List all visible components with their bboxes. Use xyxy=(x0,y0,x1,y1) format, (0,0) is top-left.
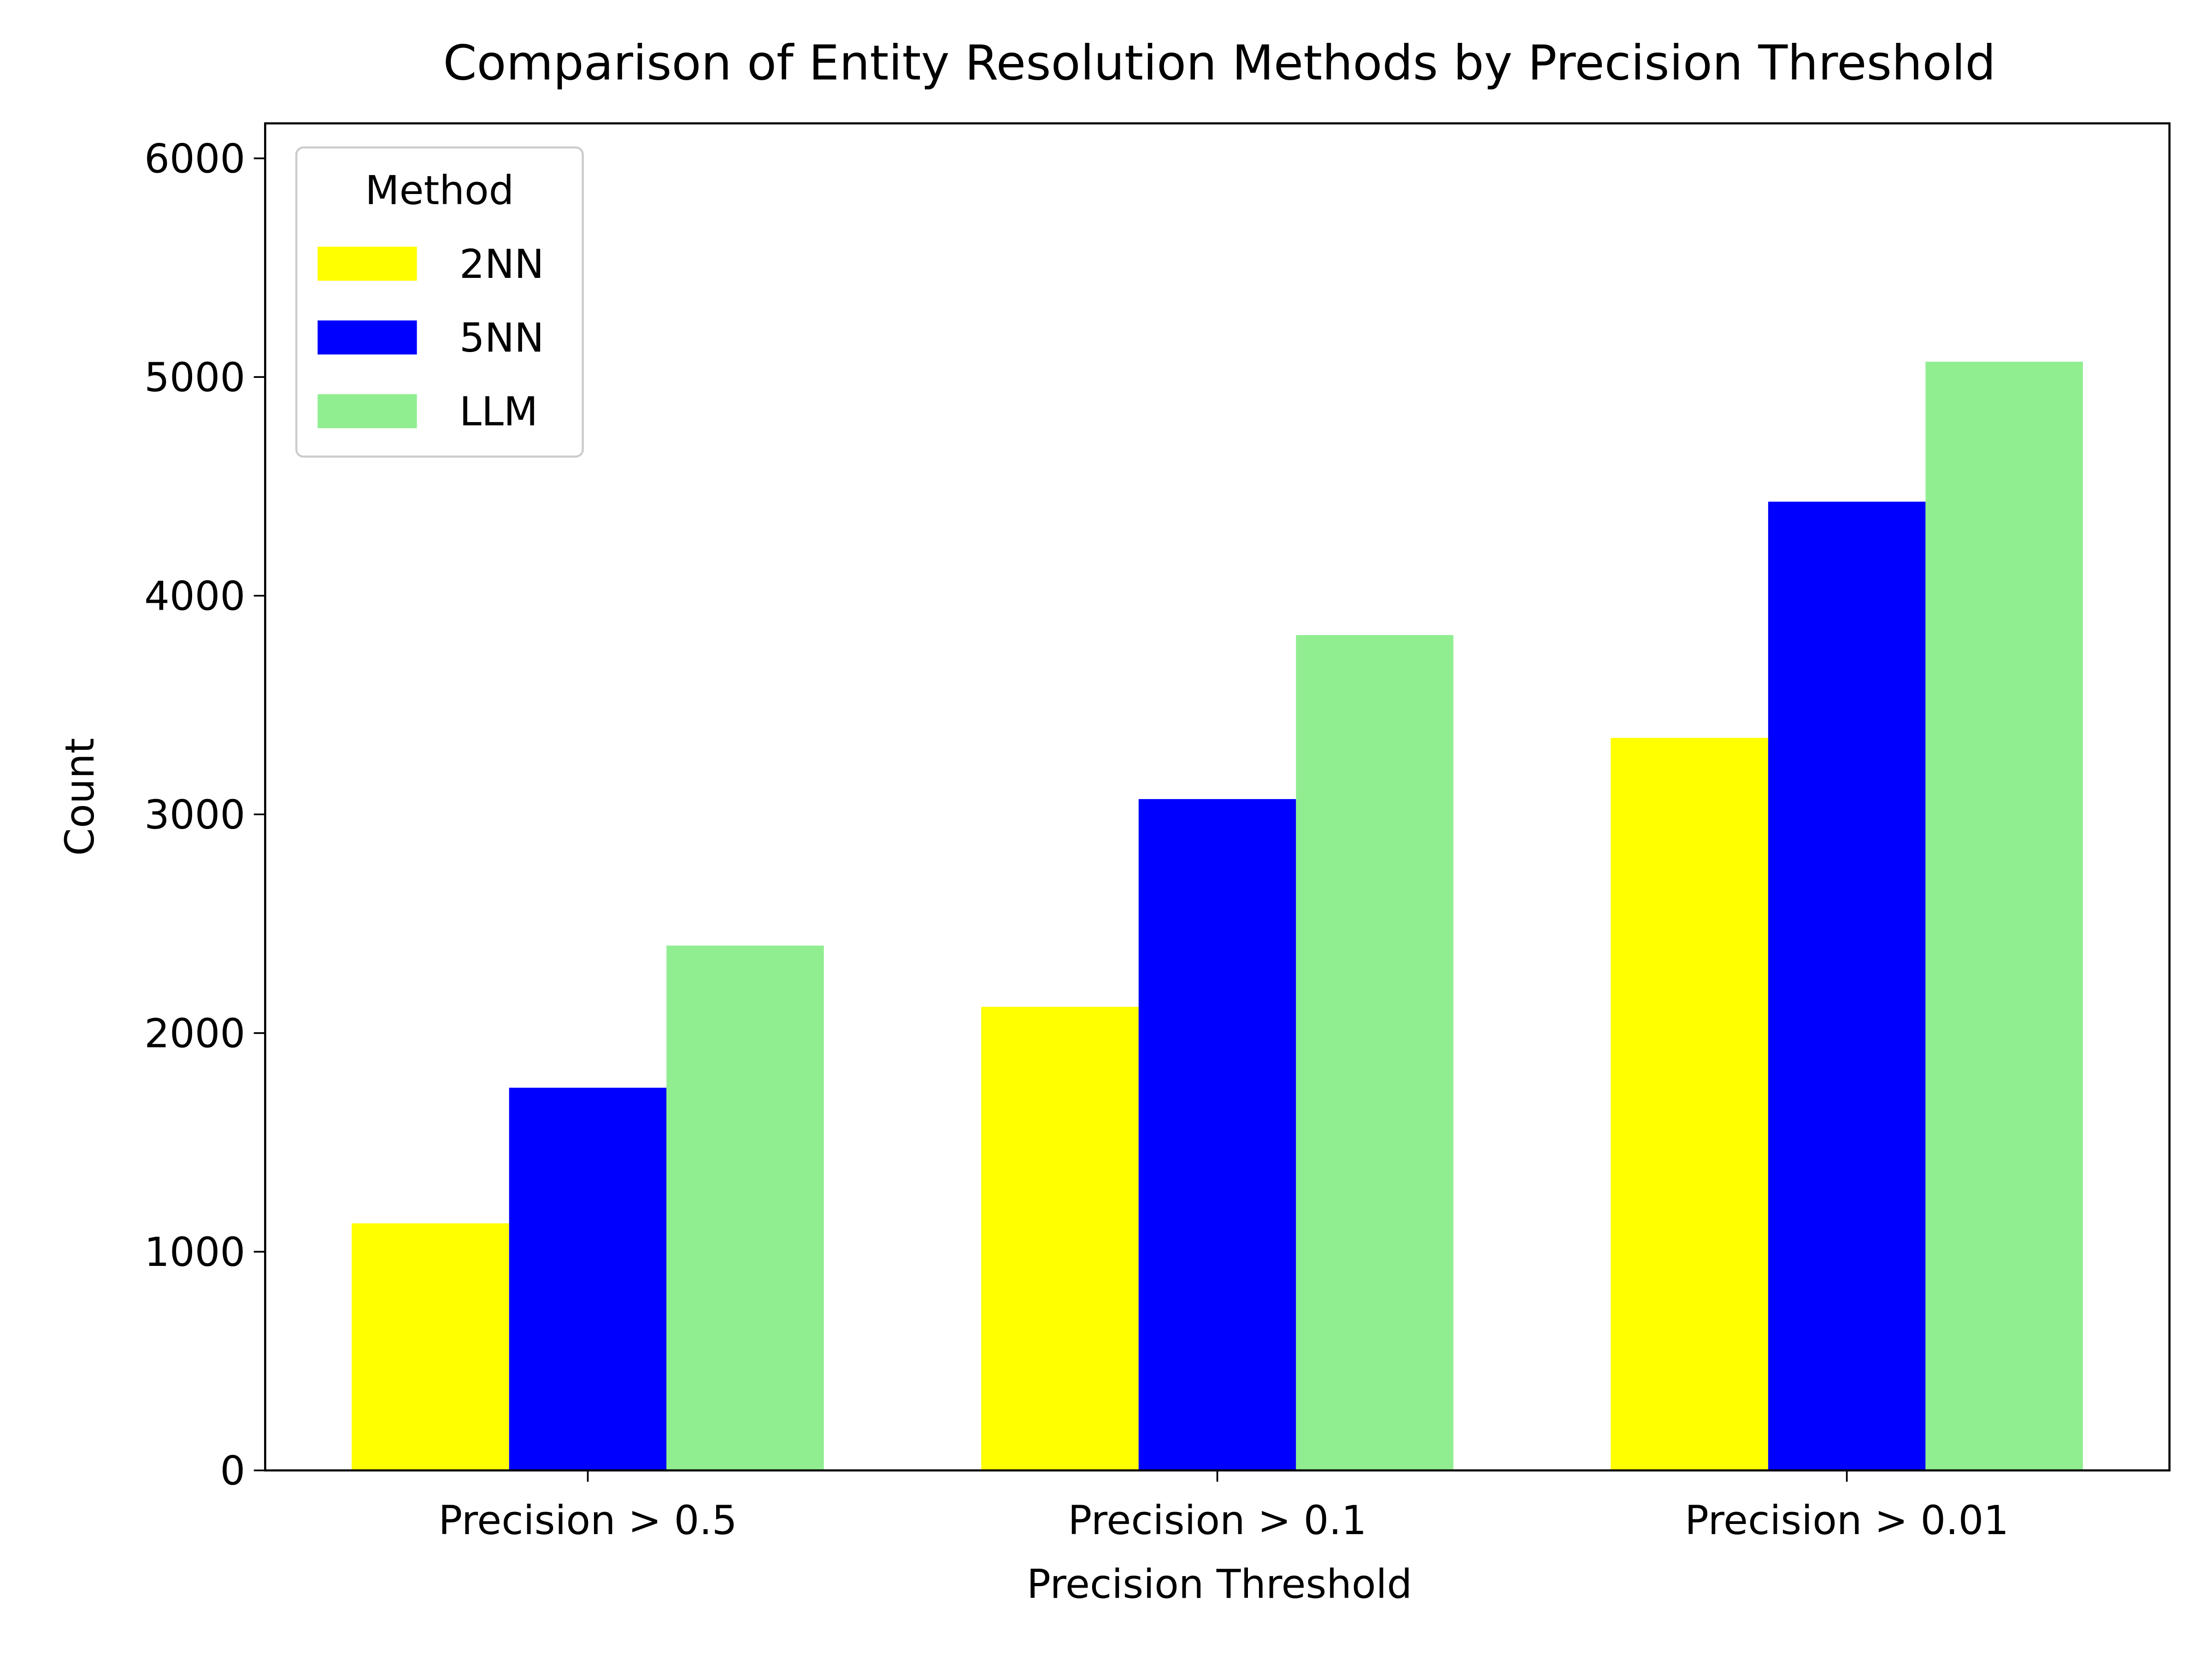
bar xyxy=(1768,501,1926,1471)
bar xyxy=(666,945,824,1471)
bar xyxy=(1138,799,1296,1471)
legend-swatch xyxy=(318,247,417,281)
y-tick-label: 6000 xyxy=(144,136,245,182)
bar xyxy=(1611,738,1768,1471)
bar xyxy=(981,1006,1139,1471)
y-tick-label: 0 xyxy=(220,1448,245,1494)
x-tick-label: Precision > 0.1 xyxy=(1068,1498,1366,1544)
y-tick-label: 3000 xyxy=(144,792,245,838)
legend-title: Method xyxy=(365,168,514,214)
legend-label: LLM xyxy=(459,389,538,435)
y-tick-label: 2000 xyxy=(144,1011,245,1057)
y-tick-label: 5000 xyxy=(144,355,245,401)
legend-swatch xyxy=(318,394,417,429)
legend-box xyxy=(295,146,584,458)
plot-frame xyxy=(264,122,2171,1472)
legend-swatch xyxy=(318,320,417,355)
x-axis-label: Precision Threshold xyxy=(1027,1562,1412,1608)
legend-label: 5NN xyxy=(459,315,544,361)
y-axis-label: Count xyxy=(57,738,103,856)
legend-label: 2NN xyxy=(459,241,544,288)
chart-title: Comparison of Entity Resolution Methods … xyxy=(443,35,1995,91)
bar xyxy=(352,1223,509,1471)
x-tick-label: Precision > 0.5 xyxy=(438,1498,737,1544)
bar xyxy=(1296,635,1453,1471)
bar xyxy=(509,1088,667,1471)
bar xyxy=(1925,361,2083,1471)
y-tick-label: 1000 xyxy=(144,1230,245,1276)
x-tick-label: Precision > 0.01 xyxy=(1685,1498,2009,1544)
y-tick-label: 4000 xyxy=(144,573,245,619)
